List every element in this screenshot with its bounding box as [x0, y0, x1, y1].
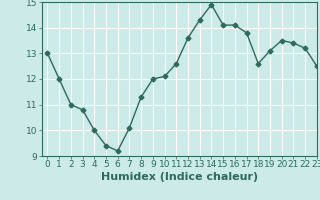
X-axis label: Humidex (Indice chaleur): Humidex (Indice chaleur)	[100, 172, 258, 182]
